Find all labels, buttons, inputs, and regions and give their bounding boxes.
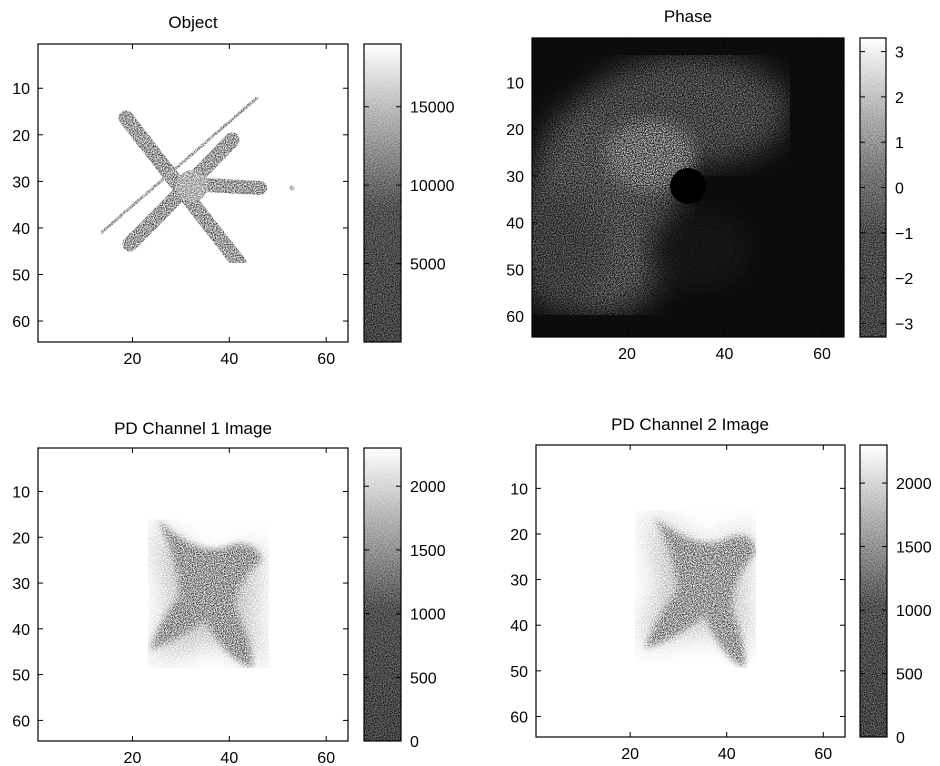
colorbar-tick-label: 2000 bbox=[410, 479, 446, 496]
panel-object: Object 20 40 60 10 20 30 40 50 60 5000 10000 1500… bbox=[12, 13, 454, 368]
y-tick-label: 60 bbox=[510, 709, 528, 726]
colorbar-tick-label: 5000 bbox=[410, 257, 446, 274]
y-axis: 10 20 30 40 50 60 bbox=[506, 75, 844, 326]
x-axis: 20 40 60 bbox=[124, 44, 335, 368]
y-tick-label: 20 bbox=[12, 128, 30, 145]
x-axis: 20 40 60 bbox=[618, 38, 831, 363]
colorbar-tick-label: 2000 bbox=[896, 476, 932, 493]
y-tick-label: 20 bbox=[510, 527, 528, 544]
y-tick-label: 40 bbox=[12, 221, 30, 238]
colorbar: 3 2 1 0 −1 −2 −3 bbox=[859, 37, 913, 338]
x-tick-label: 20 bbox=[621, 746, 639, 763]
y-tick-label: 20 bbox=[12, 530, 30, 547]
x-tick-label: 40 bbox=[718, 746, 736, 763]
y-axis: 10 20 30 40 50 60 bbox=[12, 81, 348, 331]
colorbar-tick-label: 15000 bbox=[410, 100, 455, 117]
heatmap-image bbox=[532, 38, 844, 337]
x-tick-label: 60 bbox=[317, 750, 335, 766]
panel-pd-channel-1: PD Channel 1 Image 20 40 60 10 20 30 40 50 60 2… bbox=[12, 419, 445, 766]
y-tick-label: 10 bbox=[506, 75, 524, 92]
x-tick-label: 40 bbox=[220, 351, 238, 368]
colorbar-tick-label: 1 bbox=[895, 135, 904, 152]
panel-pd-channel-2: PD Channel 2 Image 20 40 60 10 20 30 40 50 60 2… bbox=[510, 415, 931, 763]
heatmap-image bbox=[536, 445, 845, 737]
colorbar-tick-label: −1 bbox=[895, 226, 913, 243]
colorbar: 5000 10000 15000 bbox=[363, 43, 455, 343]
colorbar: 2000 1500 1000 500 0 bbox=[859, 444, 932, 747]
panel-title: Object bbox=[168, 13, 217, 32]
colorbar-tick-label: 0 bbox=[895, 181, 904, 198]
y-tick-label: 50 bbox=[12, 267, 30, 284]
colorbar-tick-label: 1500 bbox=[896, 540, 932, 557]
x-tick-label: 60 bbox=[317, 351, 335, 368]
y-tick-label: 50 bbox=[506, 262, 524, 279]
y-tick-label: 30 bbox=[12, 576, 30, 593]
y-tick-label: 20 bbox=[506, 122, 524, 139]
x-tick-label: 60 bbox=[813, 346, 831, 363]
colorbar-tick-label: 2 bbox=[895, 90, 904, 107]
y-tick-label: 60 bbox=[12, 314, 30, 331]
x-axis: 20 40 60 bbox=[124, 448, 335, 766]
x-tick-label: 40 bbox=[716, 346, 734, 363]
colorbar-tick-label: 500 bbox=[896, 667, 923, 684]
x-tick-label: 20 bbox=[618, 346, 636, 363]
x-tick-label: 60 bbox=[814, 746, 832, 763]
y-tick-label: 60 bbox=[506, 309, 524, 326]
heatmap-image bbox=[38, 44, 348, 342]
y-tick-label: 50 bbox=[510, 664, 528, 681]
panel-title: PD Channel 1 Image bbox=[114, 419, 272, 438]
colorbar-tick-label: 3 bbox=[895, 45, 904, 62]
colorbar-tick-label: 10000 bbox=[410, 178, 455, 195]
panel-title: PD Channel 2 Image bbox=[611, 415, 769, 434]
colorbar-tick-label: 500 bbox=[410, 670, 437, 687]
colorbar-tick-label: 1500 bbox=[410, 543, 446, 560]
y-tick-label: 30 bbox=[12, 174, 30, 191]
colorbar-tick-label: 1000 bbox=[410, 607, 446, 624]
y-axis: 10 20 30 40 50 60 bbox=[510, 481, 845, 726]
y-tick-label: 60 bbox=[12, 713, 30, 730]
y-tick-label: 40 bbox=[506, 216, 524, 233]
panel-title: Phase bbox=[664, 7, 712, 26]
colorbar-tick-label: −3 bbox=[895, 316, 913, 333]
y-tick-label: 30 bbox=[506, 169, 524, 186]
x-axis: 20 40 60 bbox=[621, 445, 832, 763]
y-tick-label: 10 bbox=[510, 481, 528, 498]
colorbar-tick-label: 0 bbox=[410, 734, 419, 751]
y-tick-label: 10 bbox=[12, 484, 30, 501]
y-tick-label: 10 bbox=[12, 81, 30, 98]
x-tick-label: 40 bbox=[220, 750, 238, 766]
heatmap-image bbox=[38, 448, 348, 741]
y-tick-label: 40 bbox=[510, 618, 528, 635]
x-tick-label: 20 bbox=[124, 351, 142, 368]
colorbar-tick-label: −2 bbox=[895, 271, 913, 288]
y-tick-label: 30 bbox=[510, 573, 528, 590]
y-tick-label: 40 bbox=[12, 622, 30, 639]
y-tick-label: 50 bbox=[12, 668, 30, 685]
colorbar-tick-label: 0 bbox=[896, 730, 905, 747]
x-tick-label: 20 bbox=[124, 750, 142, 766]
colorbar: 2000 1500 1000 500 0 bbox=[363, 447, 446, 751]
colorbar-tick-label: 1000 bbox=[896, 603, 932, 620]
y-axis: 10 20 30 40 50 60 bbox=[12, 484, 348, 730]
